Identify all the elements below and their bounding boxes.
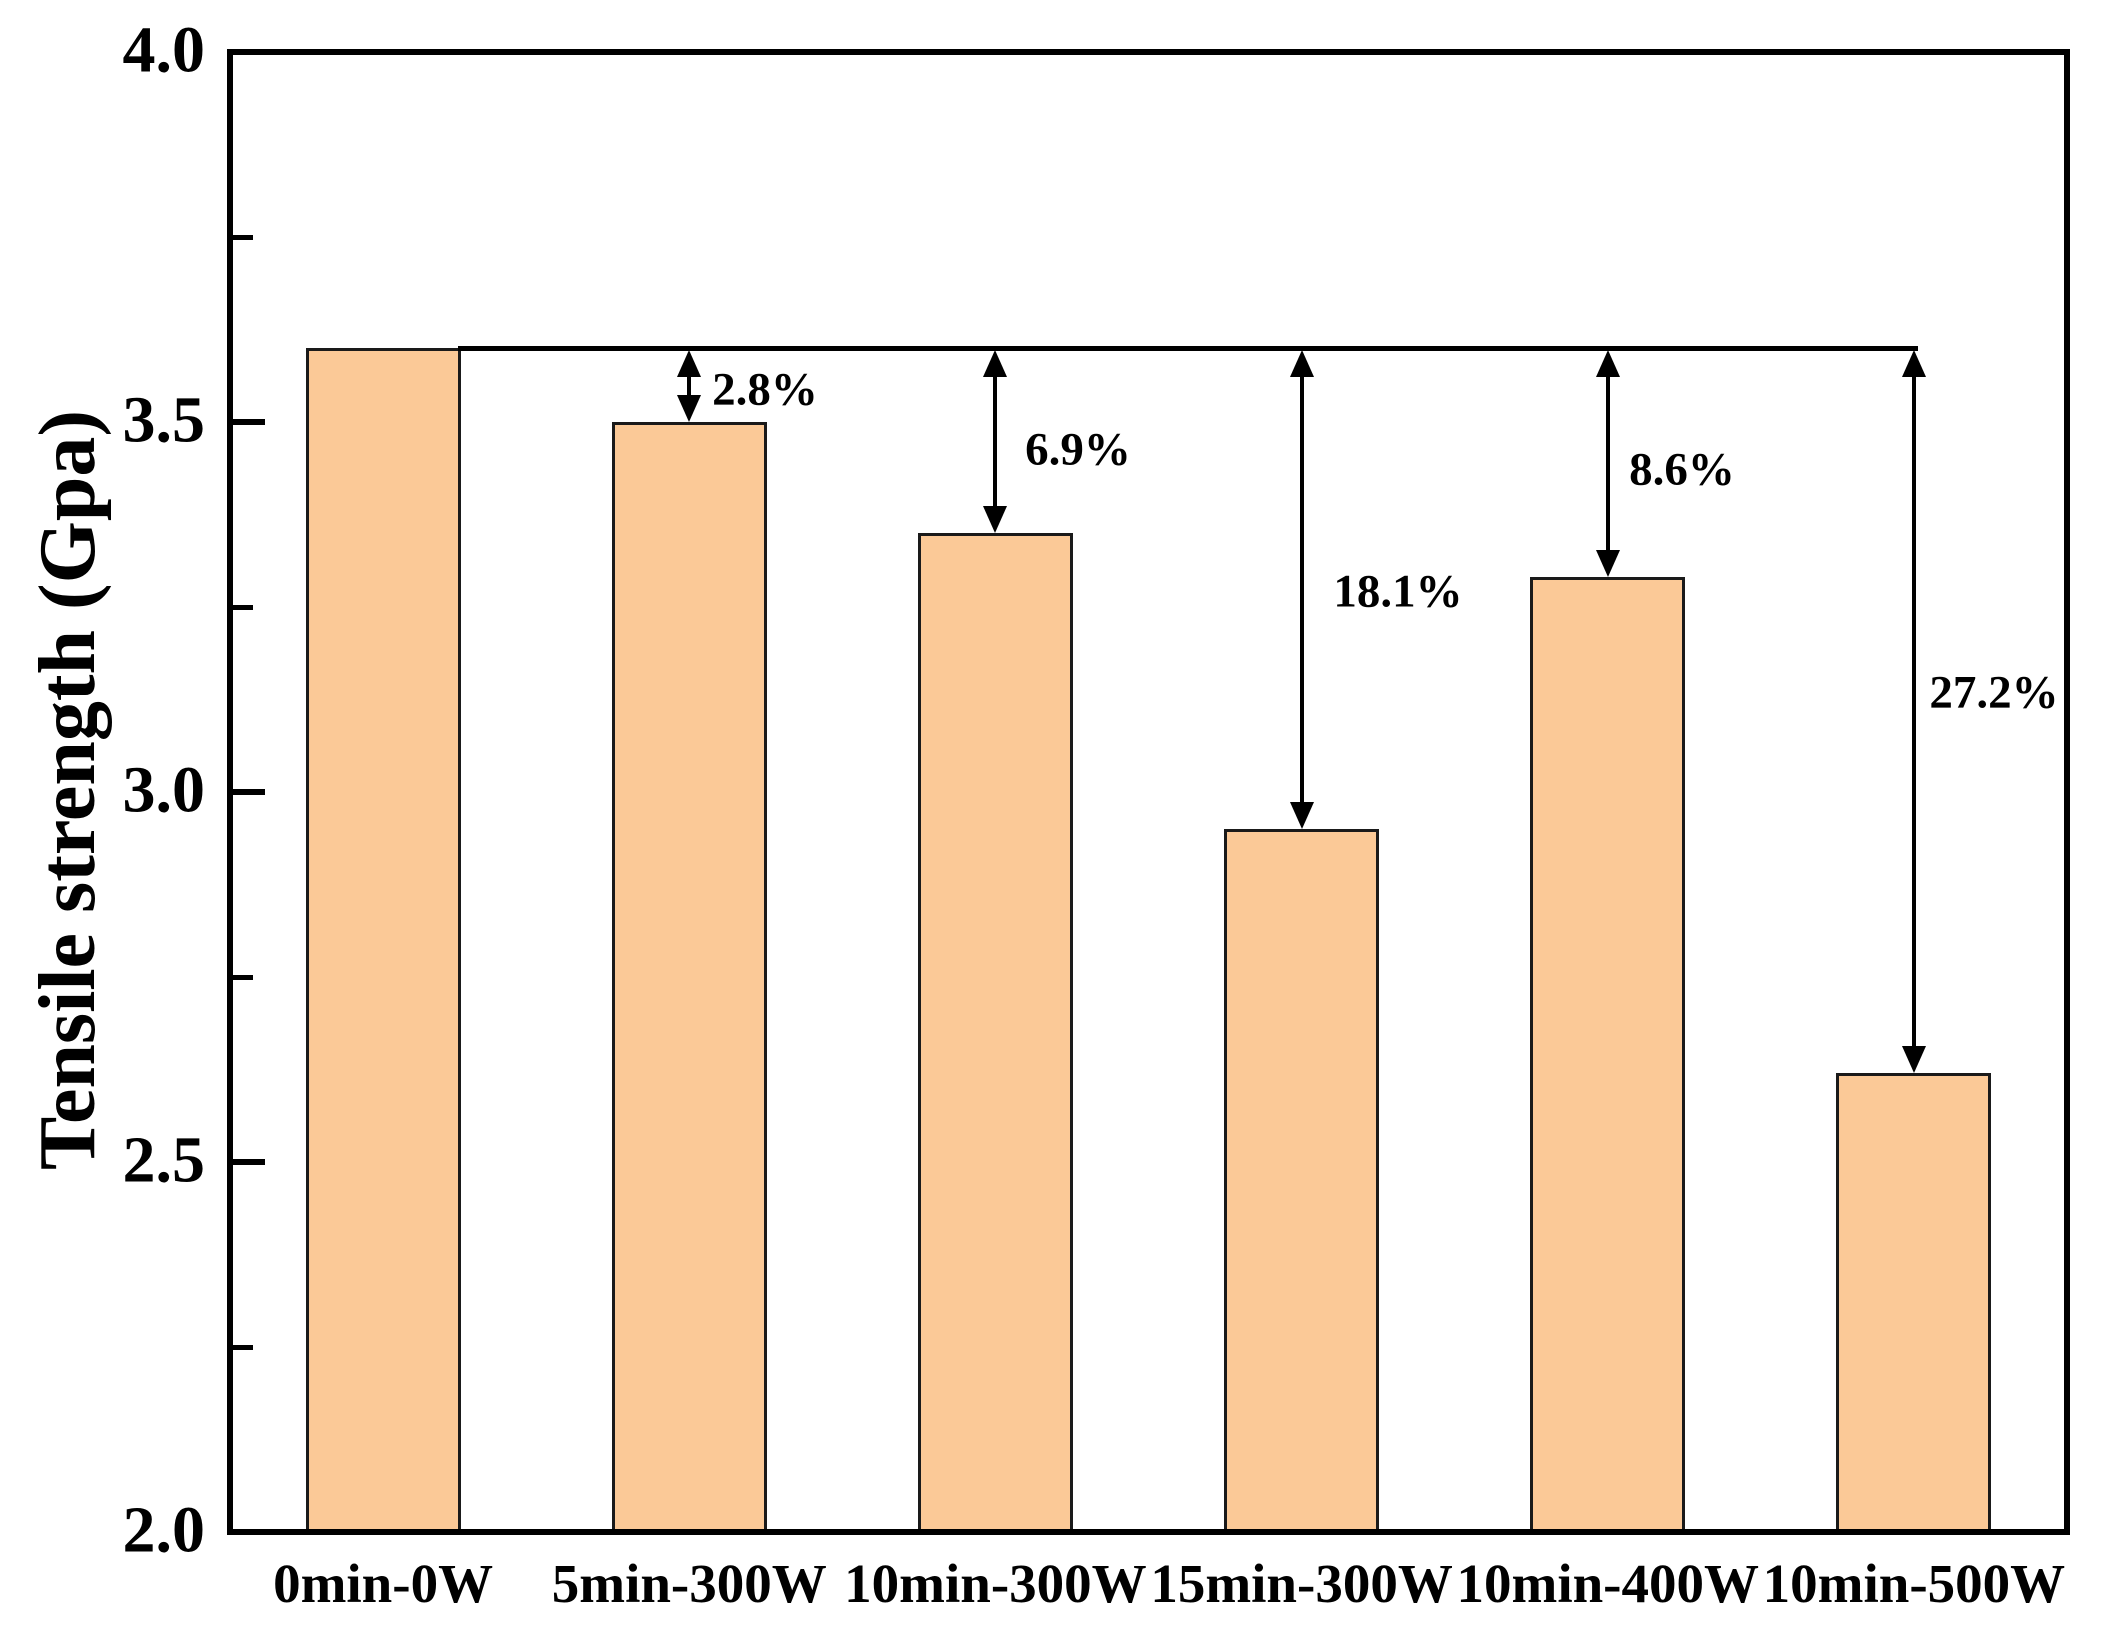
y-axis-minor-tick — [233, 235, 253, 240]
bar — [1836, 1073, 1992, 1529]
x-axis-category-label: 0min-0W — [273, 1553, 494, 1614]
percent-drop-label: 18.1% — [1333, 565, 1463, 618]
drop-arrow-shaft — [687, 369, 692, 403]
y-axis-major-tick — [233, 49, 265, 55]
y-axis-major-tick — [233, 1159, 265, 1165]
percent-drop-label: 6.9% — [1025, 423, 1131, 476]
arrow-up-icon — [1289, 350, 1314, 377]
y-axis-minor-tick — [233, 975, 253, 980]
drop-arrow-shaft — [1911, 369, 1916, 1055]
drop-arrow-shaft — [993, 369, 998, 514]
plot-frame — [227, 49, 2070, 1535]
percent-drop-label: 8.6% — [1629, 443, 1735, 496]
x-axis-category-label: 15min-300W — [1150, 1553, 1453, 1614]
arrow-up-icon — [1595, 350, 1620, 377]
arrow-down-icon — [1901, 1046, 1926, 1074]
percent-drop-label: 27.2% — [1929, 666, 2059, 719]
y-axis-tick-label: 2.5 — [122, 1123, 206, 1197]
y-axis-tick-label: 2.0 — [122, 1493, 206, 1567]
y-axis-tick-label: 3.5 — [122, 383, 206, 457]
arrow-up-icon — [983, 350, 1008, 377]
arrow-down-icon — [1595, 550, 1620, 578]
y-axis-minor-tick — [233, 1345, 253, 1350]
x-axis-category-label: 10min-300W — [844, 1553, 1147, 1614]
arrow-down-icon — [983, 506, 1008, 533]
x-axis-category-label: 10min-400W — [1456, 1553, 1760, 1614]
drop-arrow-shaft — [1299, 369, 1304, 810]
bar — [305, 348, 461, 1529]
bar — [1530, 577, 1686, 1529]
arrow-up-icon — [677, 350, 702, 377]
arrow-down-icon — [1289, 802, 1314, 829]
y-axis-major-tick — [233, 419, 265, 425]
bar — [611, 422, 767, 1529]
bar — [917, 533, 1073, 1529]
percent-drop-label: 2.8% — [712, 363, 818, 416]
arrow-up-icon — [1901, 350, 1926, 377]
arrow-down-icon — [677, 395, 702, 422]
bar — [1224, 829, 1380, 1529]
y-axis-major-tick — [233, 789, 265, 795]
x-axis-category-label: 10min-500W — [1762, 1553, 2066, 1614]
y-axis-minor-tick — [233, 605, 253, 610]
y-axis-tick-label: 4.0 — [122, 13, 206, 87]
x-axis-category-label: 5min-300W — [551, 1553, 827, 1614]
y-axis-major-tick — [233, 1529, 265, 1535]
drop-arrow-shaft — [1605, 369, 1610, 559]
reference-line — [457, 346, 1918, 351]
y-axis-tick-label: 3.0 — [122, 753, 206, 827]
